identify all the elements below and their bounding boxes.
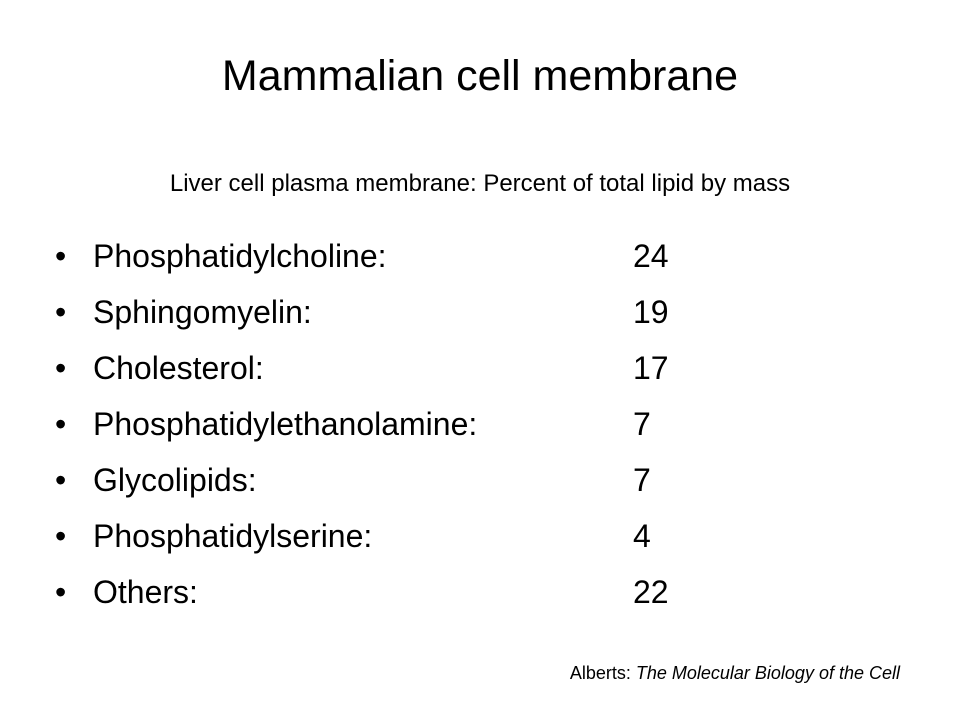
lipid-name: Phosphatidylserine: xyxy=(93,518,373,554)
list-item: • Glycolipids: 7 xyxy=(55,452,855,508)
lipid-percent: 4 xyxy=(633,518,651,554)
lipid-percent: 22 xyxy=(633,574,669,610)
bullet-icon: • xyxy=(55,406,67,442)
slide-subtitle: Liver cell plasma membrane: Percent of t… xyxy=(169,170,791,197)
bullet-icon: • xyxy=(55,518,67,554)
citation-work: The Molecular Biology of the Cell xyxy=(635,663,900,683)
bullet-icon: • xyxy=(55,462,67,498)
lipid-percent: 17 xyxy=(633,350,669,386)
bullet-icon: • xyxy=(55,574,67,610)
list-item: • Phosphatidylcholine: 24 xyxy=(55,228,855,284)
source-citation: Alberts: The Molecular Biology of the Ce… xyxy=(570,661,900,685)
lipid-percent: 7 xyxy=(633,462,651,498)
lipid-percent: 24 xyxy=(633,238,669,274)
list-item: • Others: 22 xyxy=(55,564,855,620)
lipid-name: Phosphatidylethanolamine: xyxy=(93,406,478,442)
lipid-name: Phosphatidylcholine: xyxy=(93,238,387,274)
lipid-name: Glycolipids: xyxy=(93,462,257,498)
lipid-name: Others: xyxy=(93,574,198,610)
citation-author: Alberts: xyxy=(569,663,631,683)
list-item: • Phosphatidylethanolamine: 7 xyxy=(55,396,855,452)
lipid-percent: 19 xyxy=(633,294,669,330)
bullet-icon: • xyxy=(55,238,67,274)
list-item: • Phosphatidylserine: 4 xyxy=(55,508,855,564)
slide-title: Mammalian cell membrane xyxy=(221,52,739,100)
lipid-percent: 7 xyxy=(633,406,651,442)
lipid-name: Cholesterol: xyxy=(93,350,264,386)
list-item: • Sphingomyelin: 19 xyxy=(55,284,855,340)
lipid-name: Sphingomyelin: xyxy=(93,294,312,330)
list-item: • Cholesterol: 17 xyxy=(55,340,855,396)
lipid-list: • Phosphatidylcholine: 24 • Sphingomyeli… xyxy=(55,228,855,620)
bullet-icon: • xyxy=(55,294,67,330)
bullet-icon: • xyxy=(55,350,67,386)
